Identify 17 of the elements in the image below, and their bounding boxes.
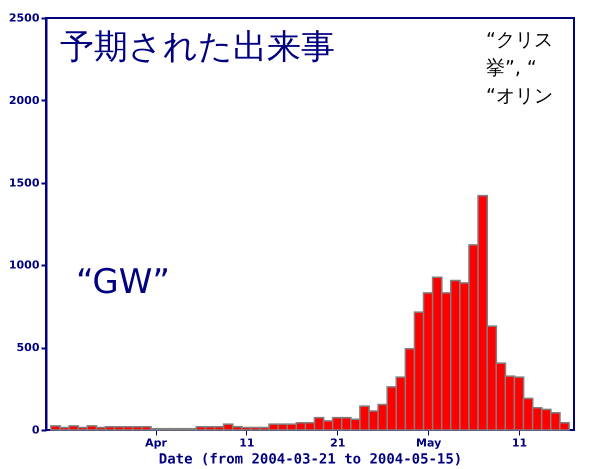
annotation: “オリン	[486, 85, 553, 107]
annotation: “GW”	[76, 262, 170, 302]
x-tick-label: 21	[330, 436, 346, 450]
x-tick-label: May	[416, 436, 442, 450]
y-tick-label: 0	[32, 424, 40, 436]
x-axis-title: Date (from 2004-03-21 to 2004-05-15)	[158, 452, 462, 468]
annotation: 挙”, “	[486, 57, 537, 79]
y-tick-label: 1000	[8, 258, 40, 272]
x-tick-label: Apr	[145, 436, 168, 450]
x-tick-label: 11	[239, 436, 255, 450]
x-tick-label: 11	[512, 436, 528, 450]
y-tick-label: 500	[16, 341, 40, 354]
annotation: “クリス	[486, 29, 553, 51]
chart-title: 予期された出来事	[60, 27, 335, 67]
y-tick-label: 2500	[8, 12, 40, 24]
y-tick-label: 1500	[8, 176, 40, 190]
y-tick-label: 2000	[8, 94, 40, 107]
